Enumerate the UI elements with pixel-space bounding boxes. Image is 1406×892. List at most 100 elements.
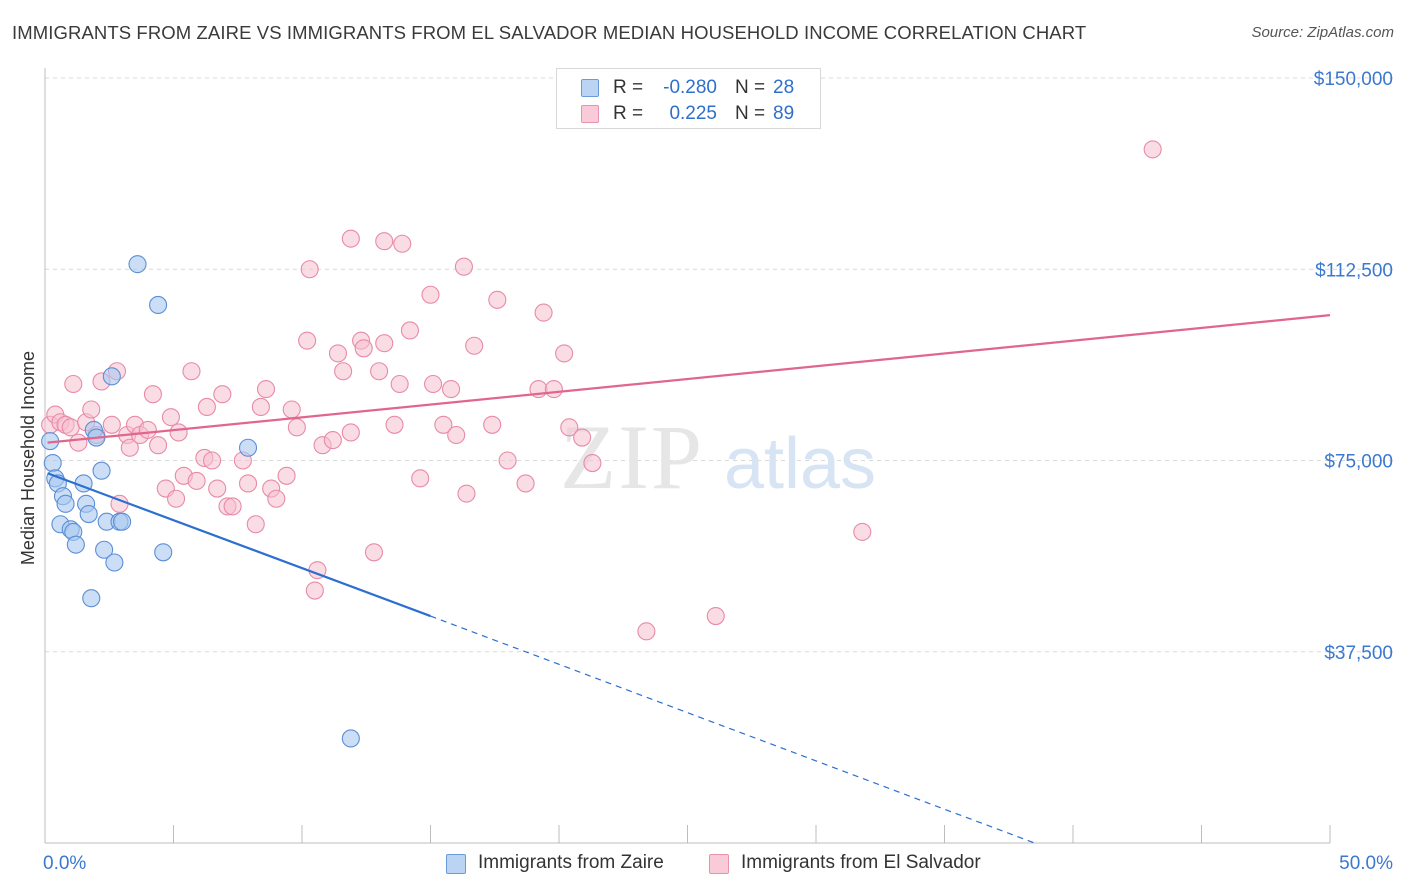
y-tick-label: $112,500 xyxy=(1315,260,1393,281)
el-salvador-point xyxy=(370,362,389,381)
y-tick-label: $75,000 xyxy=(1324,452,1393,473)
el-salvador-point xyxy=(560,418,579,437)
watermark-atlas: atlas xyxy=(724,424,876,504)
legend-r-value: 0.225 xyxy=(669,103,717,124)
el-salvador-point xyxy=(465,336,484,355)
y-tick-label: $150,000 xyxy=(1314,69,1393,90)
el-salvador-point xyxy=(61,418,80,437)
legend-n-label: N = xyxy=(735,77,766,98)
zaire-point xyxy=(102,367,121,386)
el-salvador-point xyxy=(138,420,157,439)
el-salvador-point xyxy=(706,606,725,626)
el-salvador-point xyxy=(223,497,242,516)
el-salvador-point xyxy=(375,334,394,353)
x-tick-label: 50.0% xyxy=(1339,853,1393,874)
el-salvador-point xyxy=(305,581,324,600)
el-salvador-point xyxy=(323,431,342,450)
el-salvador-point xyxy=(364,543,384,562)
el-salvador-point xyxy=(1143,140,1162,159)
el-salvador-point xyxy=(169,423,188,442)
trendlines xyxy=(47,314,1331,844)
el-salvador-point xyxy=(167,489,186,508)
zaire-point xyxy=(92,461,111,480)
el-salvador-point xyxy=(411,469,430,488)
zaire-point xyxy=(66,535,85,554)
el-salvador-point xyxy=(203,451,222,470)
el-salvador-point xyxy=(375,232,394,251)
el-salvador-point xyxy=(534,303,553,322)
zaire-point xyxy=(79,504,98,524)
el-salvador-point xyxy=(341,229,360,248)
el-salvador-point xyxy=(69,433,88,452)
zaire-swatch xyxy=(581,79,599,97)
el-salvador-point xyxy=(341,423,360,442)
y-tick-labels: $37,500 $75,000 $112,500 $150,000 xyxy=(1314,69,1393,664)
legend-n-value: 89 xyxy=(773,103,795,124)
zaire-point xyxy=(154,543,173,562)
bottom-legend-label: Immigrants from El Salvador xyxy=(741,852,981,873)
legend-r-value: -0.280 xyxy=(663,77,717,98)
el-salvador-point xyxy=(454,257,473,276)
el-salvador-point xyxy=(149,436,168,455)
zaire-point xyxy=(113,512,132,531)
el-salvador-point xyxy=(256,380,276,399)
zaire-point xyxy=(82,589,101,608)
el-salvador-point xyxy=(442,380,461,399)
el-salvador-point xyxy=(182,362,201,381)
el-salvador-point xyxy=(328,344,348,363)
el-salvador-point xyxy=(483,415,502,434)
el-salvador-point xyxy=(300,260,319,279)
el-salvador-point xyxy=(573,428,592,447)
legend-n-value: 28 xyxy=(773,77,795,98)
el-salvador-point xyxy=(282,400,301,419)
axes xyxy=(44,68,1331,844)
watermark-zip: ZIP xyxy=(560,406,704,508)
el-salvador-point xyxy=(457,484,476,503)
zaire-point xyxy=(105,553,124,572)
zaire-point xyxy=(43,453,62,473)
el-salvador-point xyxy=(424,374,443,394)
el-salvador-point xyxy=(354,339,373,358)
el-salvador-swatch xyxy=(581,105,599,123)
legend-n-label: N = xyxy=(735,103,766,124)
el-salvador-point xyxy=(385,415,404,434)
el-salvador-trendline xyxy=(47,314,1331,444)
el-salvador-point xyxy=(298,331,317,350)
gridlines xyxy=(45,77,1395,653)
watermark: ZIP atlas xyxy=(560,406,876,508)
el-salvador-point xyxy=(544,380,563,399)
el-salvador-point xyxy=(277,466,296,485)
x-tick-label: 0.0% xyxy=(43,853,86,874)
zaire-point xyxy=(56,494,75,513)
el-salvador-point xyxy=(197,397,216,417)
el-salvador-point xyxy=(208,479,227,498)
zaire-trendline xyxy=(47,472,431,618)
el-salvador-point xyxy=(637,622,656,641)
legend-row-el-salvador: R = 0.225 N = 89 xyxy=(557,101,820,127)
zaire-point xyxy=(149,295,168,315)
el-salvador-point xyxy=(187,471,206,490)
legend-row-zaire: R = -0.280 N = 28 xyxy=(557,75,820,101)
el-salvador-point xyxy=(447,425,466,445)
el-salvador-point xyxy=(583,453,602,473)
legend-r-label: R = xyxy=(613,77,644,98)
el-salvador-point xyxy=(400,321,419,340)
x-tick-labels: 0.0% 50.0% xyxy=(43,853,1393,874)
zaire-point xyxy=(341,729,360,748)
el-salvador-point xyxy=(143,385,162,404)
source-credit: Source: ZipAtlas.com xyxy=(1251,24,1394,41)
bottom-legend-label: Immigrants from Zaire xyxy=(478,852,664,873)
el-salvador-point xyxy=(246,515,265,534)
el-salvador-point xyxy=(120,438,139,457)
series-zaire-points xyxy=(41,255,360,748)
el-salvador-point xyxy=(238,474,258,493)
el-salvador-point xyxy=(334,362,353,381)
el-salvador-point xyxy=(82,400,101,419)
el-salvador-point xyxy=(287,418,306,437)
el-salvador-point xyxy=(516,474,535,493)
el-salvador-point xyxy=(390,374,409,394)
zaire-point xyxy=(128,255,147,274)
el-salvador-point xyxy=(498,451,517,470)
y-axis-label: Median Household Income xyxy=(18,351,38,565)
